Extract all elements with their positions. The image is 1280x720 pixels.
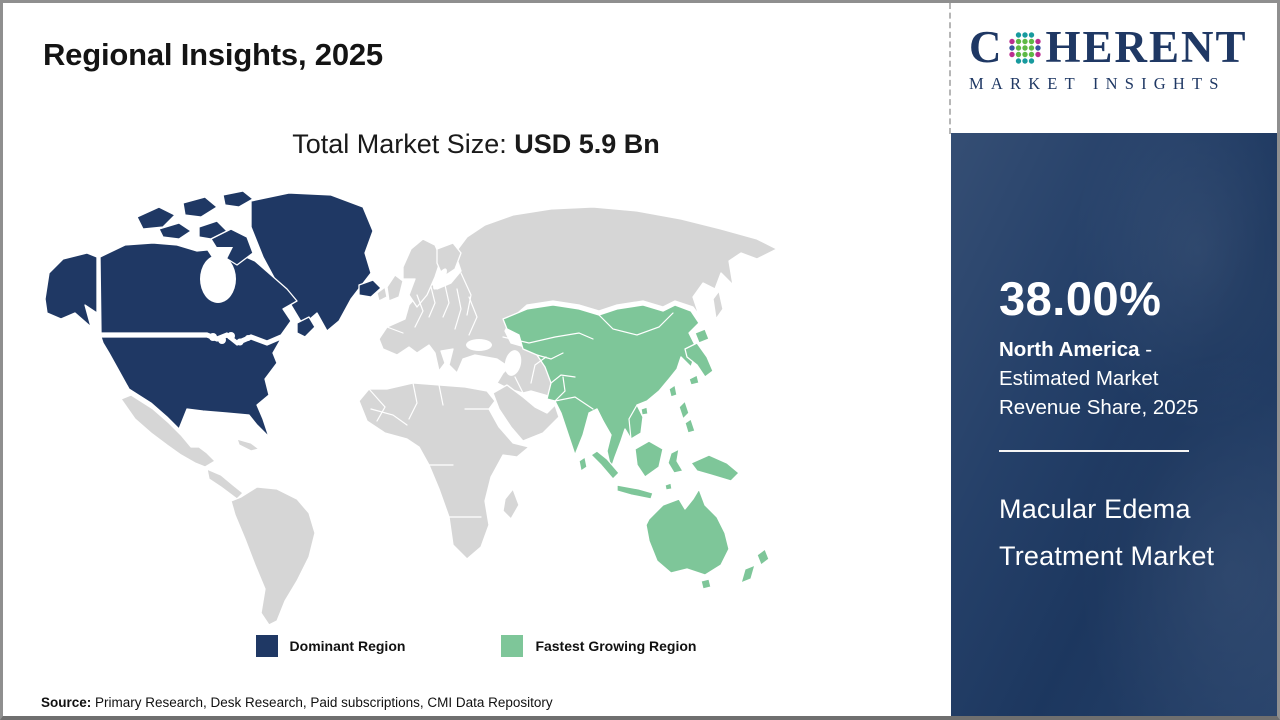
water-black-sea [466, 339, 492, 351]
landmass-uk [386, 274, 404, 302]
logo-wordmark: C HERENT [969, 25, 1255, 70]
landmass-java [616, 484, 654, 500]
total-market-size: Total Market Size: USD 5.9 Bn [3, 129, 949, 160]
landmass-madagascar [502, 488, 520, 520]
water-hudson-bay [200, 255, 236, 303]
logo-word-rest: HERENT [1045, 22, 1248, 72]
landmass-newfoundland [296, 316, 316, 338]
legend-swatch-dominant [255, 635, 278, 657]
landmass-philippines-north [678, 400, 690, 420]
map-legend: Dominant Region Fastest Growing Region [3, 635, 949, 657]
globe-dots-icon [1008, 31, 1041, 64]
market-name: Macular Edema Treatment Market [999, 494, 1215, 571]
landmass-nz-north [756, 548, 770, 566]
page-title: Regional Insights, 2025 [43, 37, 383, 72]
landmass-sumatra [590, 450, 620, 480]
source-line: Source: Primary Research, Desk Research,… [41, 695, 553, 710]
landmass-arctic-island-1 [136, 206, 176, 230]
landmass-africa [358, 382, 530, 560]
sidebar-divider [999, 450, 1189, 453]
landmass-canada [99, 242, 298, 342]
dashed-divider [949, 3, 951, 134]
landmass-iceland [358, 279, 382, 298]
legend-item-dominant: Dominant Region [255, 635, 406, 657]
world-map [41, 187, 841, 627]
market-share-value: 38.00% [999, 272, 1162, 325]
source-label: Source: [41, 695, 92, 710]
landmass-borneo [634, 440, 664, 478]
landmass-tasmania [700, 578, 712, 590]
landmass-hokkaido [694, 328, 710, 344]
landmass-arabia [492, 384, 560, 442]
landmass-sakhalin [712, 290, 724, 320]
landmass-ellesmere [222, 190, 254, 208]
landmass-arctic-island-2 [182, 196, 218, 218]
sidebar-panel: 38.00% North America - Estimated Market … [951, 133, 1277, 716]
water-caspian-sea [504, 350, 522, 376]
map-region-dominant [44, 190, 382, 438]
landmass-greenland [250, 192, 374, 332]
landmass-sulawesi [667, 448, 684, 474]
legend-item-fastest: Fastest Growing Region [501, 635, 696, 657]
landmass-alaska [44, 252, 98, 328]
water-lake-3 [227, 332, 235, 340]
landmass-victoria-island [158, 222, 192, 240]
landmass-cuba [236, 438, 260, 452]
market-share-desc-text: - Estimated Market Revenue Share, 2025 [999, 338, 1199, 420]
legend-label-fastest: Fastest Growing Region [535, 638, 697, 654]
map-region-fastest [502, 304, 770, 590]
landmass-ireland [376, 286, 388, 302]
landmass-philippines-south [684, 418, 696, 434]
water-lake-1 [209, 333, 217, 341]
market-share-description: North America - Estimated Market Revenue… [999, 335, 1246, 422]
legend-swatch-fastest [501, 635, 524, 657]
landmass-central-america [206, 468, 244, 500]
landmass-eurasia [378, 206, 778, 404]
water-baltic-sea [433, 268, 447, 290]
water-hudson-mouth [205, 247, 233, 271]
landmass-australia [645, 488, 730, 576]
landmass-nz-south [740, 564, 756, 584]
map-water-overlays [200, 247, 522, 376]
landmass-lesser-sunda [664, 482, 673, 491]
landmass-usa [100, 336, 282, 438]
company-logo: C HERENT MARKET INSIGHTS [969, 25, 1255, 94]
landmass-finland [436, 242, 462, 278]
water-lake-5 [245, 335, 251, 341]
legend-label-dominant: Dominant Region [289, 638, 406, 654]
water-lake-4 [236, 338, 244, 346]
source-text: Primary Research, Desk Research, Paid su… [91, 695, 553, 710]
logo-letter-c: C [969, 22, 1004, 72]
market-share-region: North America [999, 338, 1140, 361]
total-market-size-label: Total Market Size: [292, 129, 515, 159]
water-lake-2 [218, 336, 226, 344]
total-market-size-value: USD 5.9 Bn [514, 129, 660, 159]
landmass-honshu [684, 342, 714, 378]
map-region-other [120, 206, 778, 626]
landmass-scandinavia [402, 238, 442, 308]
map-border-lines [368, 272, 674, 518]
landmass-hainan [640, 406, 649, 416]
world-map-svg [44, 190, 778, 626]
landmass-sri-lanka [578, 456, 588, 472]
landmass-kyushu [688, 374, 700, 386]
landmass-taiwan [668, 384, 678, 398]
logo-tagline: MARKET INSIGHTS [969, 74, 1226, 93]
landmass-new-guinea [690, 454, 740, 482]
landmass-mexico [120, 394, 216, 468]
landmass-south-america [230, 486, 316, 626]
